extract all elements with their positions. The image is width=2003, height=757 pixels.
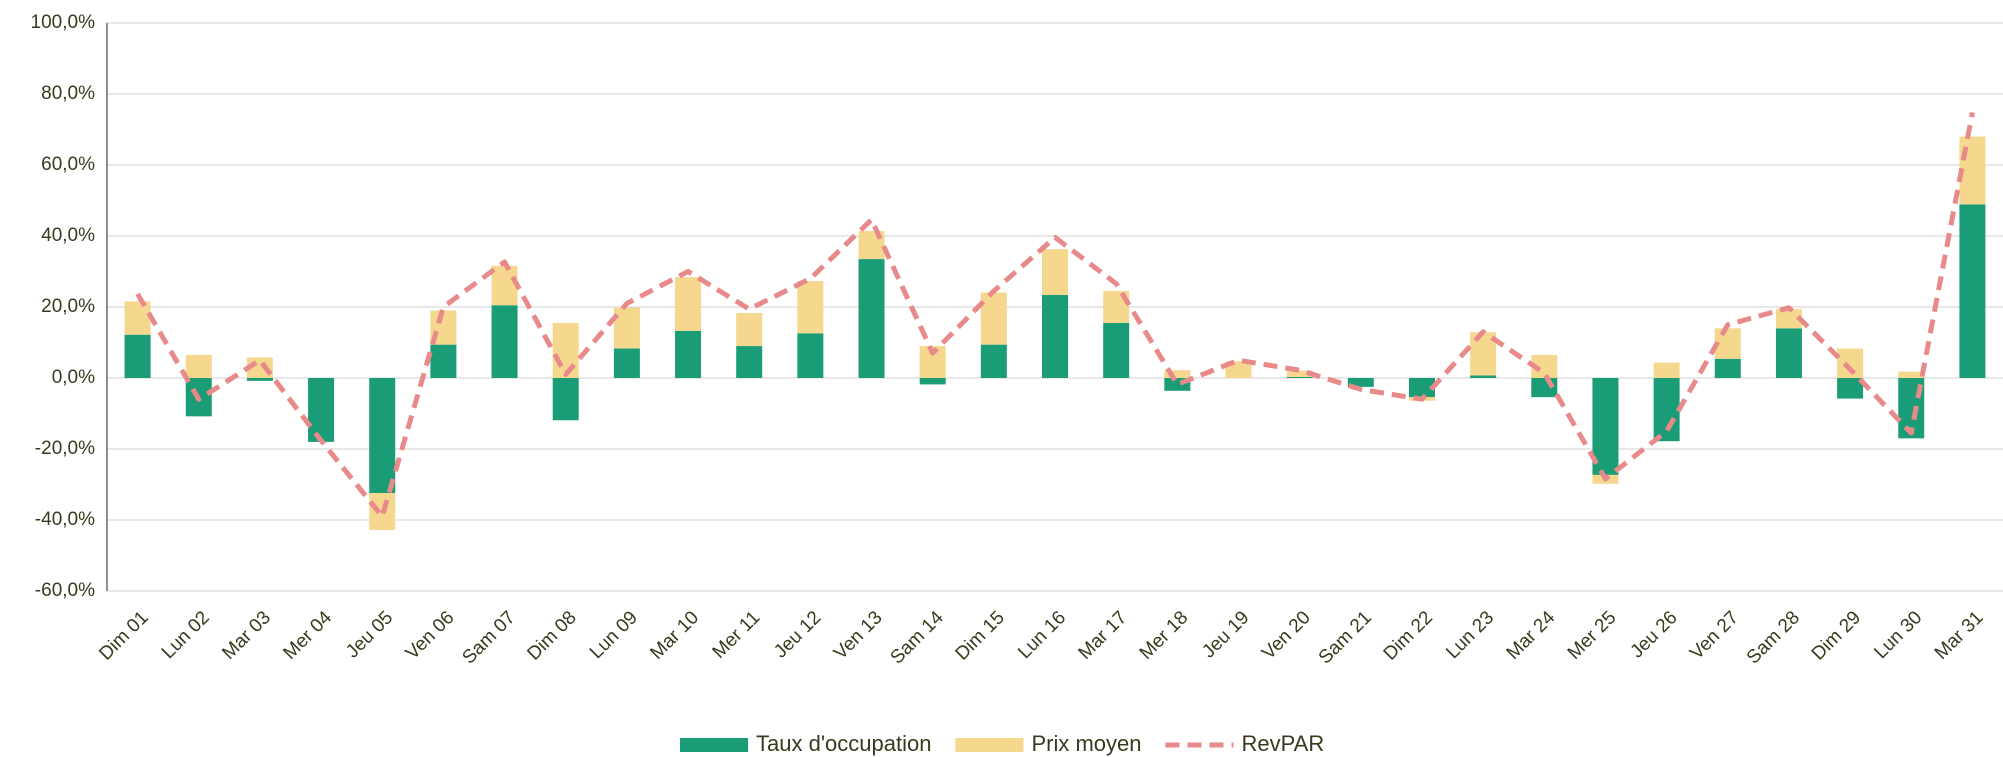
bar <box>613 348 640 378</box>
bar <box>430 344 457 378</box>
y-tick-label: 80,0% <box>41 83 95 104</box>
bar <box>1531 378 1558 398</box>
y-tick-label: 60,0% <box>41 154 95 175</box>
x-tick-label: Lun 30 <box>1870 607 1926 663</box>
x-tick-label: Sam 14 <box>887 607 948 668</box>
bar <box>1531 354 1558 378</box>
x-tick-label: Dim 22 <box>1380 607 1437 664</box>
x-tick-label: Mar 31 <box>1931 607 1988 664</box>
bar <box>1592 378 1619 475</box>
y-tick-label: -20,0% <box>35 438 95 459</box>
x-tick-label: Lun 23 <box>1442 607 1498 663</box>
bar <box>613 307 640 349</box>
y-tick-label: 40,0% <box>41 225 95 246</box>
y-tick-label: -60,0% <box>35 580 95 601</box>
x-tick-label: Jeu 05 <box>342 607 397 662</box>
legend-label: Prix moyen <box>1031 731 1141 756</box>
x-tick-label: Sam 07 <box>458 607 519 668</box>
bar <box>124 301 151 335</box>
bar <box>1164 370 1191 378</box>
legend-label: Taux d'occupation <box>756 731 931 756</box>
bar <box>1775 328 1802 378</box>
bar <box>369 378 396 494</box>
x-tick-label: Jeu 12 <box>770 607 825 662</box>
bar <box>980 292 1007 345</box>
bar <box>1714 358 1741 378</box>
bar <box>1408 378 1435 398</box>
bar <box>736 346 763 378</box>
x-tick-label: Lun 16 <box>1014 607 1070 663</box>
legend-swatch <box>955 738 1024 752</box>
bar <box>246 378 273 381</box>
bar <box>185 354 212 378</box>
bar <box>308 378 335 442</box>
bar <box>1103 322 1130 378</box>
y-tick-label: 0,0% <box>52 367 95 388</box>
x-tick-label: Mer 04 <box>279 607 336 664</box>
bar <box>675 330 702 378</box>
x-tick-label: Ven 20 <box>1258 607 1315 664</box>
bar <box>1286 376 1313 378</box>
bar <box>1959 204 1986 378</box>
legend-swatch <box>680 738 748 752</box>
bar <box>1470 375 1497 378</box>
x-tick-label: Ven 13 <box>830 607 887 664</box>
bar <box>675 277 702 331</box>
legend-label: RevPAR <box>1241 731 1324 756</box>
x-tick-label: Lun 02 <box>158 607 214 663</box>
bar <box>797 281 824 334</box>
x-tick-label: Mar 03 <box>218 607 275 664</box>
bar <box>1898 371 1925 378</box>
x-tick-label: Jeu 19 <box>1198 607 1253 662</box>
bar <box>1653 362 1680 378</box>
x-tick-label: Mar 24 <box>1503 607 1560 664</box>
x-tick-label: Dim 01 <box>95 607 152 664</box>
bar <box>552 322 579 378</box>
bar <box>491 305 518 378</box>
line <box>135 111 1975 519</box>
x-tick-label: Ven 06 <box>402 607 459 664</box>
bar <box>1347 378 1374 387</box>
bar <box>858 259 885 378</box>
x-tick-label: Dim 29 <box>1808 607 1865 664</box>
bar <box>797 333 824 378</box>
y-tick-label: -40,0% <box>35 509 95 530</box>
bar <box>1653 378 1680 442</box>
bar <box>1837 378 1864 399</box>
x-tick-label: Ven 27 <box>1686 607 1743 664</box>
bar <box>491 265 518 306</box>
x-tick-label: Lun 09 <box>586 607 642 663</box>
bar <box>919 378 946 385</box>
bar <box>1042 294 1068 378</box>
x-tick-label: Mar 17 <box>1075 607 1132 664</box>
x-tick-label: Mer 18 <box>1136 607 1193 664</box>
bar <box>1042 249 1068 295</box>
x-tick-label: Jeu 26 <box>1627 607 1682 662</box>
bar <box>736 313 763 347</box>
bar <box>124 334 151 378</box>
y-tick-label: 20,0% <box>41 296 95 317</box>
x-tick-label: Mer 25 <box>1564 607 1621 664</box>
x-tick-label: Dim 15 <box>952 607 1009 664</box>
bar <box>1286 370 1313 377</box>
x-tick-label: Mar 10 <box>646 607 703 664</box>
x-tick-label: Dim 08 <box>523 607 580 664</box>
x-tick-label: Sam 21 <box>1315 607 1376 668</box>
bar <box>1837 348 1864 378</box>
x-tick-label: Mer 11 <box>709 607 765 663</box>
y-tick-label: 100,0% <box>31 12 96 33</box>
bar <box>980 344 1007 378</box>
bar <box>552 378 579 421</box>
x-tick-label: Sam 28 <box>1743 607 1804 668</box>
bar <box>1775 309 1802 329</box>
